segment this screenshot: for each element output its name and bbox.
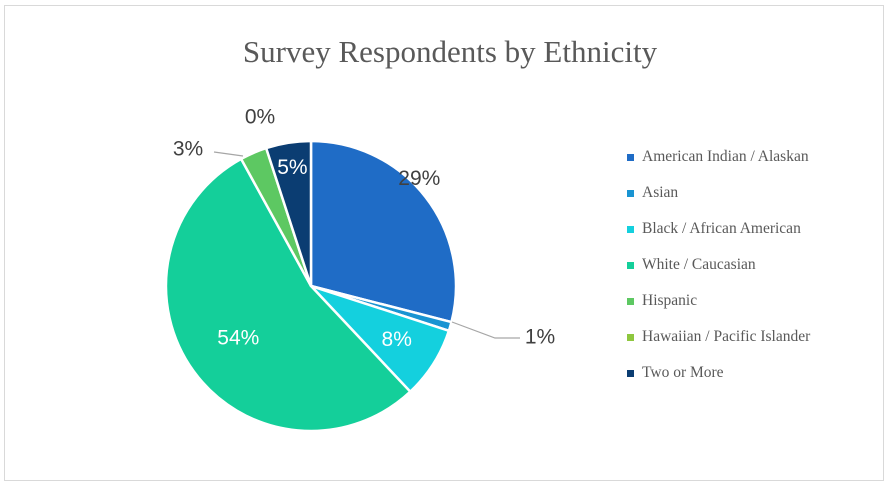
legend: American Indian / Alaskan Asian Black / Af… <box>627 139 810 391</box>
data-label-white-caucasian: 54% <box>217 326 259 349</box>
legend-item-black-african-american: Black / African American <box>627 211 810 247</box>
slice-white-caucasian <box>164 157 412 433</box>
data-label-black-african-american: 8% <box>382 328 412 351</box>
data-label-hawaiian-pacific-islander: 0% <box>245 106 275 129</box>
legend-swatch <box>627 261 634 269</box>
legend-item-american-indian-alaskan: American Indian / Alaskan <box>627 139 810 175</box>
data-label-asian: 1% <box>525 326 555 349</box>
leader-line-hispanic <box>213 151 244 157</box>
legend-swatch <box>627 189 634 197</box>
legend-item-hawaiian-pacific-islander: Hawaiian / Pacific Islander <box>627 319 810 355</box>
legend-swatch <box>627 153 634 161</box>
legend-label: Two or More <box>642 364 724 381</box>
data-label-hispanic: 3% <box>173 138 203 161</box>
legend-label: Asian <box>642 184 679 201</box>
legend-item-asian: Asian <box>627 175 810 211</box>
legend-label: Hispanic <box>642 292 698 309</box>
data-label-two-or-more: 5% <box>277 156 307 179</box>
leader-line-asian <box>451 321 520 339</box>
legend-label: American Indian / Alaskan <box>642 148 809 165</box>
legend-swatch <box>627 297 634 305</box>
chart-title: Survey Respondents by Ethnicity <box>242 34 658 69</box>
legend-swatch <box>627 369 634 377</box>
legend-label: White / Caucasian <box>642 256 756 273</box>
legend-item-white-caucasian: White / Caucasian <box>627 247 810 283</box>
legend-item-hispanic: Hispanic <box>627 283 810 319</box>
slice-american-indian-alaskan <box>309 139 458 324</box>
legend-label: Hawaiian / Pacific Islander <box>642 328 811 345</box>
legend-swatch <box>627 225 634 233</box>
legend-swatch <box>627 333 634 341</box>
legend-item-two-or-more: Two or More <box>627 355 810 391</box>
slice-two-or-more <box>264 139 313 288</box>
legend-label: Black / African American <box>642 220 801 237</box>
data-label-american-indian-alaskan: 29% <box>398 167 440 190</box>
